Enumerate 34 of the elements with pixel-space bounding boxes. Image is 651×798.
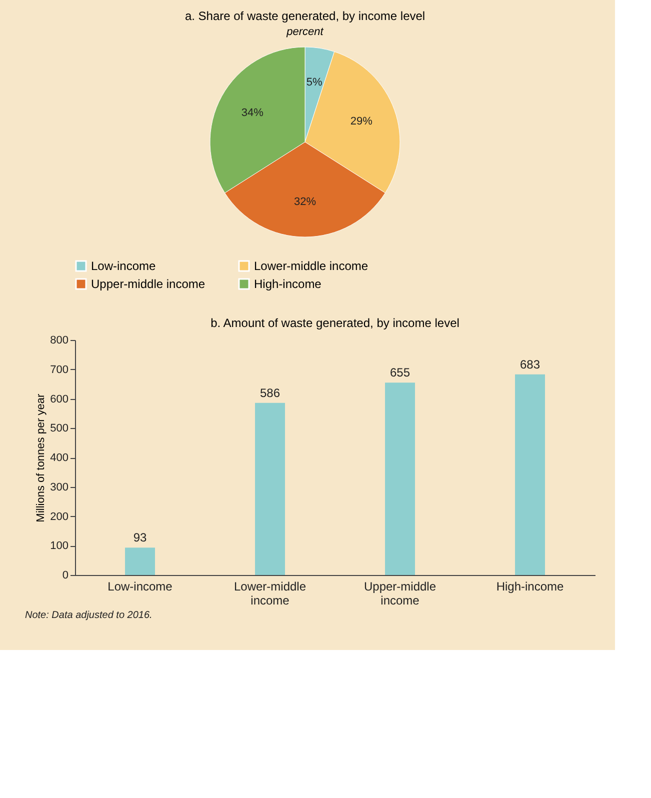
- x-tick-label: Lower-middle income: [234, 580, 306, 608]
- y-tick-label: 0: [62, 570, 68, 582]
- x-tick-label: Upper-middle income: [364, 580, 436, 608]
- data-label: 655: [390, 366, 410, 380]
- data-label: 34%: [241, 107, 264, 120]
- bar: [125, 548, 155, 575]
- chart-title: b. Amount of waste generated, by income level: [210, 316, 460, 330]
- y-tick-label: 600: [50, 393, 68, 406]
- data-label: 32%: [294, 196, 316, 208]
- y-tick-label: 300: [50, 481, 68, 494]
- x-tick-label: High-income: [496, 580, 564, 594]
- legend-label: Lower-middle income: [254, 259, 368, 273]
- chart-title: a. Share of waste generated, by income level: [184, 9, 426, 23]
- data-label: 29%: [350, 116, 373, 128]
- data-label: 5%: [306, 76, 323, 89]
- y-tick-label: 200: [50, 510, 68, 523]
- y-tick-label: 500: [50, 422, 68, 435]
- x-tick-label: Low-income: [108, 580, 173, 594]
- legend-label: Upper-middle income: [91, 277, 206, 291]
- y-tick-label: 700: [50, 364, 68, 376]
- data-label: 683: [520, 357, 540, 372]
- legend-label: High-income: [254, 277, 322, 291]
- data-label: 93: [133, 530, 147, 545]
- bar: [255, 402, 285, 575]
- bar: [515, 374, 545, 575]
- y-tick-label: 400: [50, 452, 68, 464]
- bar: [385, 382, 415, 575]
- y-tick-label: 100: [50, 540, 68, 552]
- chart-subtitle: percent: [286, 26, 324, 38]
- legend-label: Low-income: [91, 259, 156, 273]
- text: Note: Data adjusted to 2016.: [25, 610, 152, 621]
- y-tick-label: 800: [50, 334, 68, 346]
- data-label: 586: [260, 386, 280, 400]
- y-axis-title: Millions of tonnes per year: [35, 393, 48, 522]
